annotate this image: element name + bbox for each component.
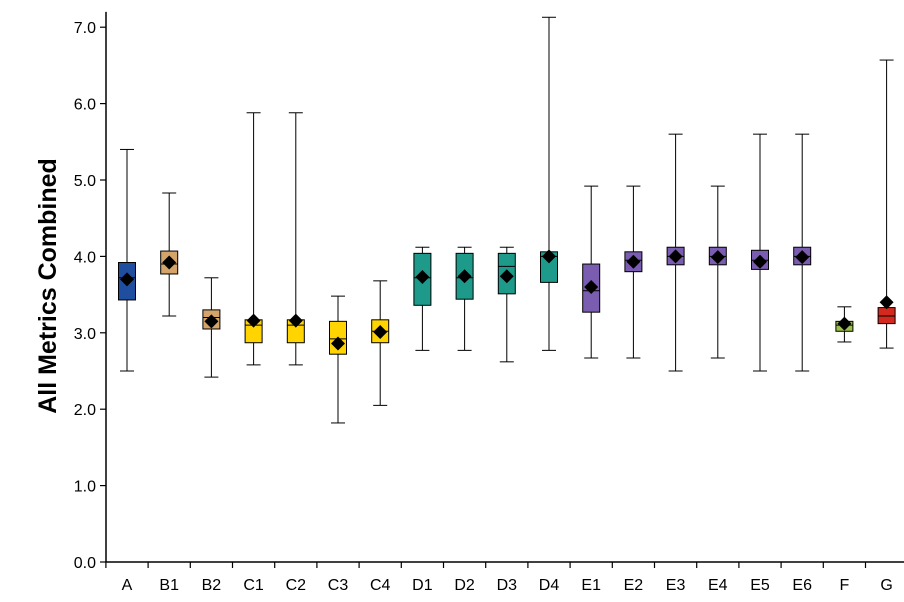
y-tick-label: 2.0	[74, 402, 96, 419]
y-tick-label: 7.0	[74, 20, 96, 37]
mean-marker	[204, 314, 219, 329]
x-tick-label: C3	[328, 577, 349, 594]
box-e4	[708, 185, 727, 359]
mean-marker	[542, 249, 556, 264]
mean-marker	[626, 254, 641, 269]
box-e1	[582, 185, 601, 359]
y-tick-label: 5.0	[74, 173, 96, 190]
mean-marker	[415, 270, 430, 285]
x-tick-label: E2	[624, 577, 644, 594]
mean-marker	[120, 272, 134, 287]
mean-marker	[879, 295, 894, 310]
mean-marker	[710, 250, 725, 265]
box-d4	[540, 16, 558, 351]
x-tick-label: E6	[792, 577, 812, 594]
boxes	[118, 16, 896, 424]
box-g	[877, 59, 896, 349]
x-tick-label: D2	[454, 577, 475, 594]
box-a	[118, 148, 136, 372]
box-c3	[329, 295, 347, 424]
x-tick-label: F	[840, 577, 850, 594]
box-d2	[455, 246, 474, 351]
mean-marker	[162, 255, 177, 270]
y-tick-label: 4.0	[74, 249, 96, 266]
y-tick-label: 6.0	[74, 97, 96, 114]
x-tick-label: B1	[159, 577, 179, 594]
box-e3	[666, 133, 685, 372]
y-axis: 0.0 1.0 2.0 3.0 4.0 5.0 6.0 7.0	[74, 11, 107, 572]
mean-marker	[584, 279, 599, 294]
x-tick-label: D3	[497, 577, 518, 594]
box-e2	[624, 185, 643, 359]
box-d1	[413, 246, 432, 351]
box-b1	[160, 192, 179, 317]
box-c2	[286, 112, 305, 366]
mean-marker	[246, 313, 261, 328]
x-tick-label: E4	[708, 577, 728, 594]
x-tick-label: A	[122, 577, 133, 594]
x-tick-label: E5	[750, 577, 770, 594]
x-tick-label: C4	[370, 577, 391, 594]
x-tick-label: E3	[666, 577, 686, 594]
box-c4	[371, 280, 390, 406]
mean-marker	[753, 254, 767, 269]
mean-marker	[288, 313, 303, 328]
mean-marker	[331, 336, 345, 351]
x-tick-label: C1	[243, 577, 264, 594]
x-axis: A B1 B2 C1 C2 C3 C4 D1 D2 D3 D4 E1 E2 E3 E4 E5 E6 F G	[105, 561, 904, 594]
x-tick-label: G	[880, 577, 892, 594]
mean-marker	[457, 269, 472, 284]
x-tick-label: D1	[412, 577, 433, 594]
box-e6	[793, 133, 812, 372]
x-tick-label: C2	[286, 577, 307, 594]
mean-marker	[668, 249, 683, 264]
box-c1	[244, 112, 263, 366]
box-b2	[202, 277, 221, 378]
mean-marker	[499, 269, 514, 284]
mean-marker	[795, 250, 810, 265]
y-tick-label: 3.0	[74, 326, 96, 343]
box-e5	[751, 133, 769, 372]
mean-marker	[837, 316, 852, 331]
y-tick-label: 0.0	[74, 555, 96, 572]
box-f	[835, 306, 854, 343]
x-tick-label: B2	[202, 577, 222, 594]
y-axis-title: All Metrics Combined	[34, 158, 62, 414]
x-tick-label: D4	[539, 577, 560, 594]
y-tick-label: 1.0	[74, 479, 96, 496]
mean-marker	[373, 325, 388, 340]
box-d3	[497, 246, 516, 363]
x-tick-label: E1	[581, 577, 601, 594]
